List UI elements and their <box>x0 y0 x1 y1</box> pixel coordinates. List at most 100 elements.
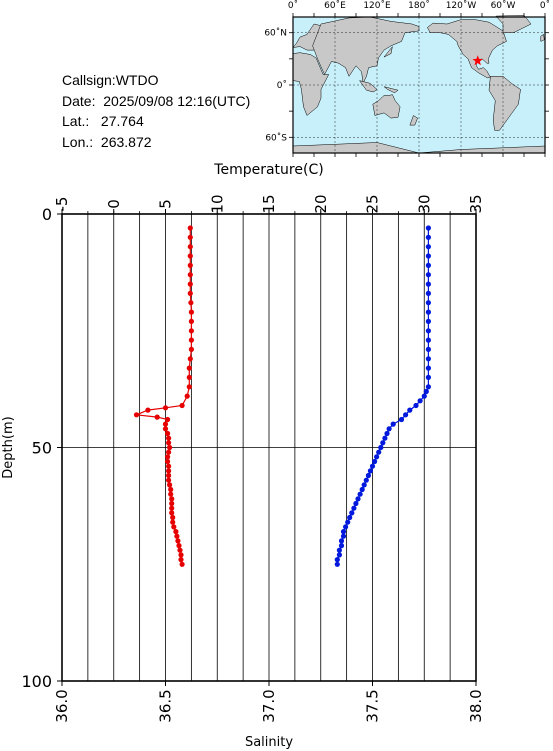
temperature-tick-label: 0 <box>105 199 123 209</box>
temperature-point <box>175 538 181 544</box>
salinity-point <box>334 557 340 563</box>
salinity-point <box>336 547 342 553</box>
temperature-point <box>169 496 175 502</box>
temperature-tick-label: 30 <box>415 194 433 213</box>
salinity-point <box>425 281 431 287</box>
temperature-point <box>165 430 171 437</box>
salinity-point <box>334 561 340 567</box>
salinity-point <box>421 393 427 399</box>
land-shape <box>292 52 330 116</box>
salinity-point <box>355 496 361 502</box>
map-lon-label: 120˚E <box>363 0 391 11</box>
temperature-point <box>179 561 185 567</box>
temperature-point <box>168 486 174 493</box>
temperature-point <box>162 421 169 427</box>
temperature-point <box>176 543 182 549</box>
salinity-point <box>425 272 431 278</box>
land-shape <box>383 46 393 58</box>
salinity-point <box>336 552 342 558</box>
salinity-point <box>349 510 355 516</box>
temperature-point <box>169 500 175 507</box>
salinity-point <box>425 290 431 296</box>
temperature-point <box>186 365 192 371</box>
salinity-point <box>386 426 392 432</box>
temperature-point <box>133 412 140 418</box>
land-shape <box>358 80 378 93</box>
map-lon-label: 60˚W <box>491 0 516 11</box>
temperature-point <box>187 272 193 278</box>
temperature-point <box>162 426 169 432</box>
temperature-point <box>188 346 194 352</box>
temperature-tick-label: 10 <box>208 194 226 213</box>
temperature-point <box>166 468 172 474</box>
land-shape <box>409 115 418 126</box>
temperature-point <box>173 529 179 535</box>
salinity-point <box>351 505 357 511</box>
salinity-point <box>345 519 351 525</box>
depth-tick-label: 50 <box>32 439 52 458</box>
salinity-tick-label: 37.5 <box>364 689 382 722</box>
temperature-point <box>166 463 172 469</box>
temperature-point <box>165 416 171 423</box>
temperature-point <box>178 552 184 558</box>
temperature-point <box>187 290 193 296</box>
temperature-point <box>186 384 192 390</box>
temperature-axis-title: Temperature(C) <box>213 162 323 178</box>
temperature-point <box>179 402 185 409</box>
temperature-point <box>165 454 171 460</box>
land-shape <box>383 86 399 94</box>
salinity-point <box>369 463 376 469</box>
salinity-axis-title: Salinity <box>245 735 293 750</box>
temperature-point <box>169 505 175 511</box>
temperature-point <box>187 356 193 362</box>
temperature-tick-label: 25 <box>364 194 382 213</box>
latitude-text: Lat.: 27.764 <box>62 113 144 129</box>
temperature-point <box>170 514 176 521</box>
temperature-point <box>165 458 171 465</box>
salinity-point <box>413 402 419 409</box>
salinity-point <box>425 225 431 231</box>
temperature-point <box>174 533 180 539</box>
salinity-point <box>425 309 431 315</box>
salinity-point <box>403 412 409 418</box>
temperature-point <box>188 309 194 315</box>
temperature-point <box>186 374 192 380</box>
salinity-tick-label: 36.5 <box>157 689 175 722</box>
station-info: Callsign:WTDO Date: 2025/09/08 12:16(UTC… <box>62 70 250 152</box>
salinity-tick-label: 37.0 <box>260 689 278 722</box>
temperature-tick-label: 15 <box>260 194 278 213</box>
salinity-point <box>407 407 413 413</box>
salinity-point <box>361 482 367 488</box>
temperature-tick-label: 35 <box>467 194 485 213</box>
depth-tick-label: 100 <box>21 672 52 691</box>
temperature-point <box>167 482 173 488</box>
map-lon-label: 180˚ <box>408 0 430 11</box>
temperature-point <box>188 328 194 334</box>
map-lat-label: 60˚S <box>265 132 287 143</box>
salinity-point <box>425 384 431 390</box>
salinity-point <box>372 458 378 465</box>
temperature-point <box>177 547 183 553</box>
temperature-point <box>187 253 193 259</box>
salinity-point <box>390 421 396 427</box>
temperature-point <box>188 300 194 306</box>
salinity-point <box>347 514 353 521</box>
salinity-point <box>425 300 431 306</box>
salinity-tick-label: 36.0 <box>53 689 71 722</box>
temperature-tick-label: 5 <box>157 199 175 209</box>
map-lon-label: 60˚E <box>324 0 346 11</box>
salinity-point <box>353 500 359 507</box>
salinity-point <box>340 533 347 539</box>
temperature-point <box>171 524 177 530</box>
salinity-point <box>425 337 431 343</box>
salinity-point <box>357 491 363 497</box>
salinity-point <box>398 416 405 423</box>
salinity-point <box>374 454 380 460</box>
temperature-point <box>188 337 194 343</box>
map-lat-label: 0˚ <box>277 80 287 91</box>
map-lon-label: 120˚W <box>446 0 477 11</box>
land-shape <box>372 94 401 119</box>
salinity-point <box>367 468 373 474</box>
land-shape <box>488 76 521 131</box>
salinity-point <box>425 374 431 380</box>
